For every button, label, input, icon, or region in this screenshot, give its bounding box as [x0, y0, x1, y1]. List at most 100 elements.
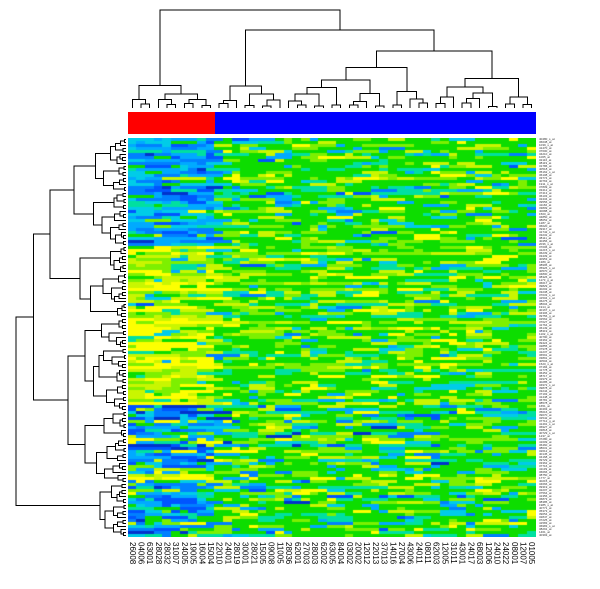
row-label: 34306_at: [539, 311, 552, 315]
row-label: 38750_at: [539, 473, 552, 477]
row-label: 38319_at: [539, 329, 552, 333]
column-label: 28028: [153, 542, 163, 565]
row-label: 40953_at: [539, 257, 552, 261]
column-label: 22013: [370, 542, 380, 565]
row-label: 40763_at: [539, 179, 552, 183]
column-label: 28032: [162, 542, 172, 565]
column-label: 31007: [171, 542, 181, 565]
row-label: 37413_at: [539, 191, 552, 195]
column-label: 24005: [179, 542, 189, 565]
row-label: 1651_at: [539, 404, 550, 408]
row-label: 40729_s_at: [539, 431, 555, 435]
column-label: 24010: [492, 542, 502, 565]
row-label: 35926_s_at: [539, 266, 555, 270]
row-label: 39878_at: [539, 386, 552, 390]
row-label: 40167_s_at: [539, 308, 555, 312]
column-label: 16004: [197, 542, 207, 565]
row-label: 40202_at: [539, 287, 552, 291]
row-label: 37716_at: [539, 464, 552, 468]
column-label: 43001: [457, 542, 467, 565]
row-label: 33774_at: [539, 176, 552, 180]
row-label: 39054_at: [539, 512, 552, 516]
row-label: 1173_g_at: [539, 278, 553, 282]
row-label: 41356_at: [539, 494, 552, 498]
column-label: 24022: [501, 542, 511, 565]
row-label: 36781_at: [539, 398, 552, 402]
row-label: 1102_s_at: [539, 332, 553, 336]
row-label: 40493_at: [539, 407, 552, 411]
column-label: 24017: [466, 542, 476, 565]
row-label: 36149_at: [539, 326, 552, 330]
row-label: 1065_at: [539, 155, 550, 159]
row-label: 36460_at: [539, 443, 552, 447]
row-label: 41742_s_at: [539, 230, 555, 234]
row-label: 32979_at: [539, 377, 552, 381]
row-label: 38291_at: [539, 527, 552, 531]
row-label: 41470_at: [539, 146, 552, 150]
column-label: 28019: [232, 542, 241, 565]
column-label: 84004: [336, 542, 346, 565]
column-label: 14016: [388, 542, 398, 565]
row-label: 40480_s_at: [539, 137, 555, 141]
column-label: 62002: [318, 542, 328, 565]
column-label: 28021: [249, 542, 259, 565]
column-label: 04006: [136, 542, 146, 565]
row-label: 1039_s_at: [539, 143, 554, 147]
row-label: 38385_at: [539, 500, 552, 504]
row-label: 37027_at: [539, 320, 552, 324]
row-dendrogram: [15, 139, 126, 536]
row-label: 36983_s_at: [539, 524, 555, 528]
column-label: 12012: [362, 542, 372, 565]
row-label: 36620_at: [539, 224, 552, 228]
row-label: 41583_at: [539, 521, 552, 525]
row-label: 37193_at: [539, 392, 552, 396]
row-label: 37600_at: [539, 149, 552, 153]
row-label: 1389_at: [539, 260, 550, 264]
row-label: 36239_at: [539, 251, 552, 255]
row-label: 32562_at: [539, 317, 552, 321]
row-label: 40518_at: [539, 167, 552, 171]
row-label: 32116_at: [539, 158, 552, 162]
row-label: 40285_at: [539, 380, 552, 384]
column-label: 27004: [396, 542, 406, 565]
row-label: 38631_at: [539, 446, 552, 450]
column-label: 63005: [327, 542, 337, 565]
row-label: 39829_at: [539, 284, 552, 288]
column-label: 03002: [344, 542, 354, 565]
column-label: 43006: [405, 542, 415, 565]
row-label: 32542_at: [539, 416, 552, 420]
row-label: 38578_at: [539, 401, 552, 405]
row-label: 36275_at: [539, 299, 552, 303]
row-label: 38717_at: [539, 374, 552, 378]
row-label: 36927_at: [539, 425, 552, 429]
row-label: 1777_at: [539, 476, 550, 480]
row-label: 40790_at: [539, 335, 552, 339]
row-label: 1287_at: [539, 221, 550, 225]
row-label: 36873_at: [539, 497, 552, 501]
row-label: 35016_at: [539, 410, 552, 414]
row-label: 38995_at: [539, 263, 552, 267]
column-label: 24001: [223, 542, 233, 565]
row-label: 33362_at: [539, 461, 552, 465]
row-label: 37184_at: [539, 365, 552, 369]
row-label: 32855_at: [539, 344, 552, 348]
row-label: 39756_g_at: [539, 314, 555, 318]
row-label: 1911_s_at: [539, 182, 553, 186]
row-label: 40570_at: [539, 269, 552, 273]
row-label: 1500_at: [539, 212, 550, 216]
row-label: 1985_s_at: [539, 503, 554, 507]
row-label: 36108_at: [539, 173, 552, 177]
row-label: 32207_at: [539, 488, 552, 492]
column-label: 27003: [301, 542, 311, 565]
row-label: 37006_at: [539, 245, 552, 249]
row-label: 36666_at: [539, 470, 552, 474]
row-label: 41778_at: [539, 368, 552, 372]
row-label: 40145_at: [539, 452, 552, 456]
row-label: 36617_at: [539, 281, 552, 285]
row-label: 39070_at: [539, 413, 552, 417]
row-label: 32847_at: [539, 515, 552, 519]
row-label: 37564_at: [539, 491, 552, 495]
row-label: 33412_at: [539, 188, 552, 192]
row-label: 41215_s_at: [539, 248, 555, 252]
heatmap: [128, 138, 536, 537]
